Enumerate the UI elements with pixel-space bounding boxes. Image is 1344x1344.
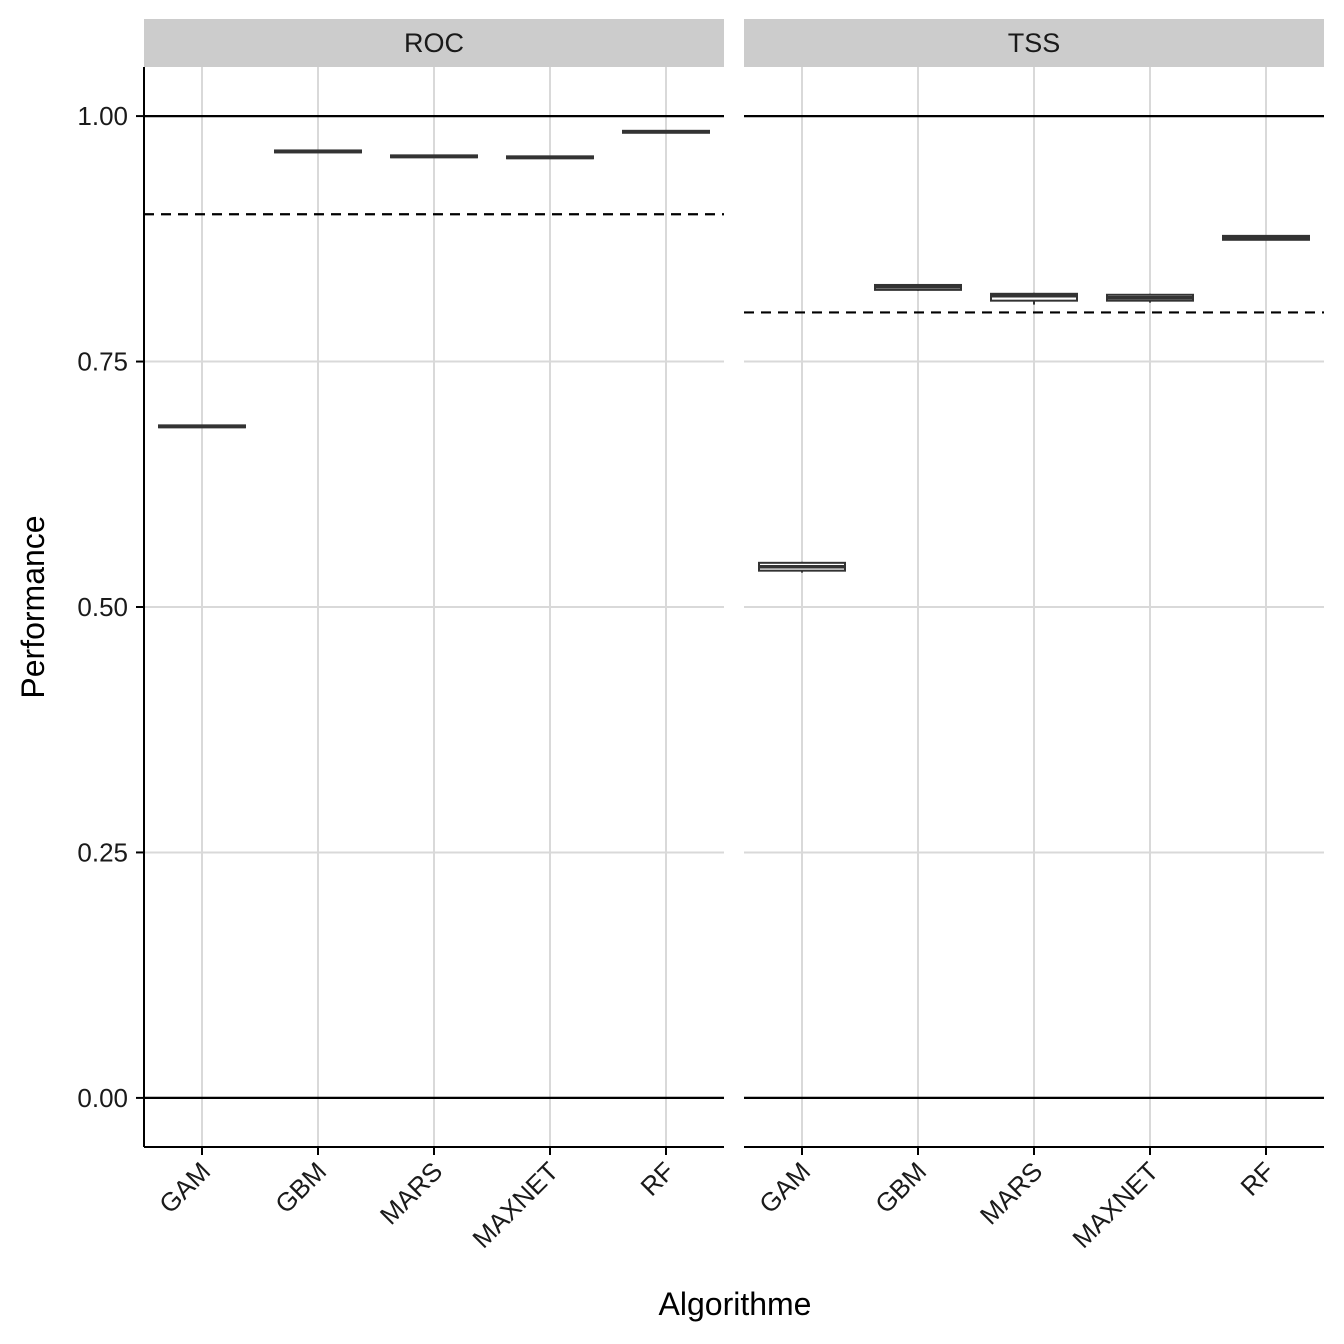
x-tick-label: MAXNET xyxy=(1066,1156,1164,1254)
box-gbm xyxy=(874,283,962,291)
y-tick-label: 0.50 xyxy=(77,592,128,622)
box-rf xyxy=(1222,234,1310,241)
y-tick-label: 0.00 xyxy=(77,1083,128,1113)
x-tick-label: MAXNET xyxy=(466,1156,564,1254)
x-tick-label: GAM xyxy=(153,1156,216,1219)
x-tick-label: RF xyxy=(1235,1156,1281,1202)
facet-strip-label: ROC xyxy=(404,28,464,58)
x-tick-label: GAM xyxy=(753,1156,816,1219)
y-tick-label: 0.75 xyxy=(77,347,128,377)
panel-tss: TSS GAM GBM MARS MAXNET RF xyxy=(744,19,1324,1254)
box-gam xyxy=(758,561,846,573)
x-tick-label: GBM xyxy=(869,1156,932,1219)
box-maxnet xyxy=(1106,293,1194,303)
facet-strip-label: TSS xyxy=(1008,28,1061,58)
panel-roc: ROC GAM GBM MARS MAXNET RF xyxy=(144,19,724,1254)
x-tick-label: GBM xyxy=(269,1156,332,1219)
facet-strip xyxy=(144,19,724,67)
y-axis-title: Performance xyxy=(15,515,51,698)
box-rf xyxy=(622,129,710,134)
box-mars xyxy=(390,154,478,159)
x-tick-label: MARS xyxy=(374,1156,448,1230)
x-axis-title: Algorithme xyxy=(659,1286,812,1322)
box-mars xyxy=(990,292,1078,305)
box-gbm xyxy=(274,149,362,154)
box-gam xyxy=(158,424,246,429)
y-tick-label: 1.00 xyxy=(77,101,128,131)
x-tick-label: MARS xyxy=(974,1156,1048,1230)
y-tick-label: 0.25 xyxy=(77,837,128,867)
box-maxnet xyxy=(506,155,594,160)
y-axis: 0.00 0.25 0.50 0.75 1.00 xyxy=(77,67,145,1147)
x-tick-label: RF xyxy=(635,1156,681,1202)
facet-strip xyxy=(744,19,1324,67)
